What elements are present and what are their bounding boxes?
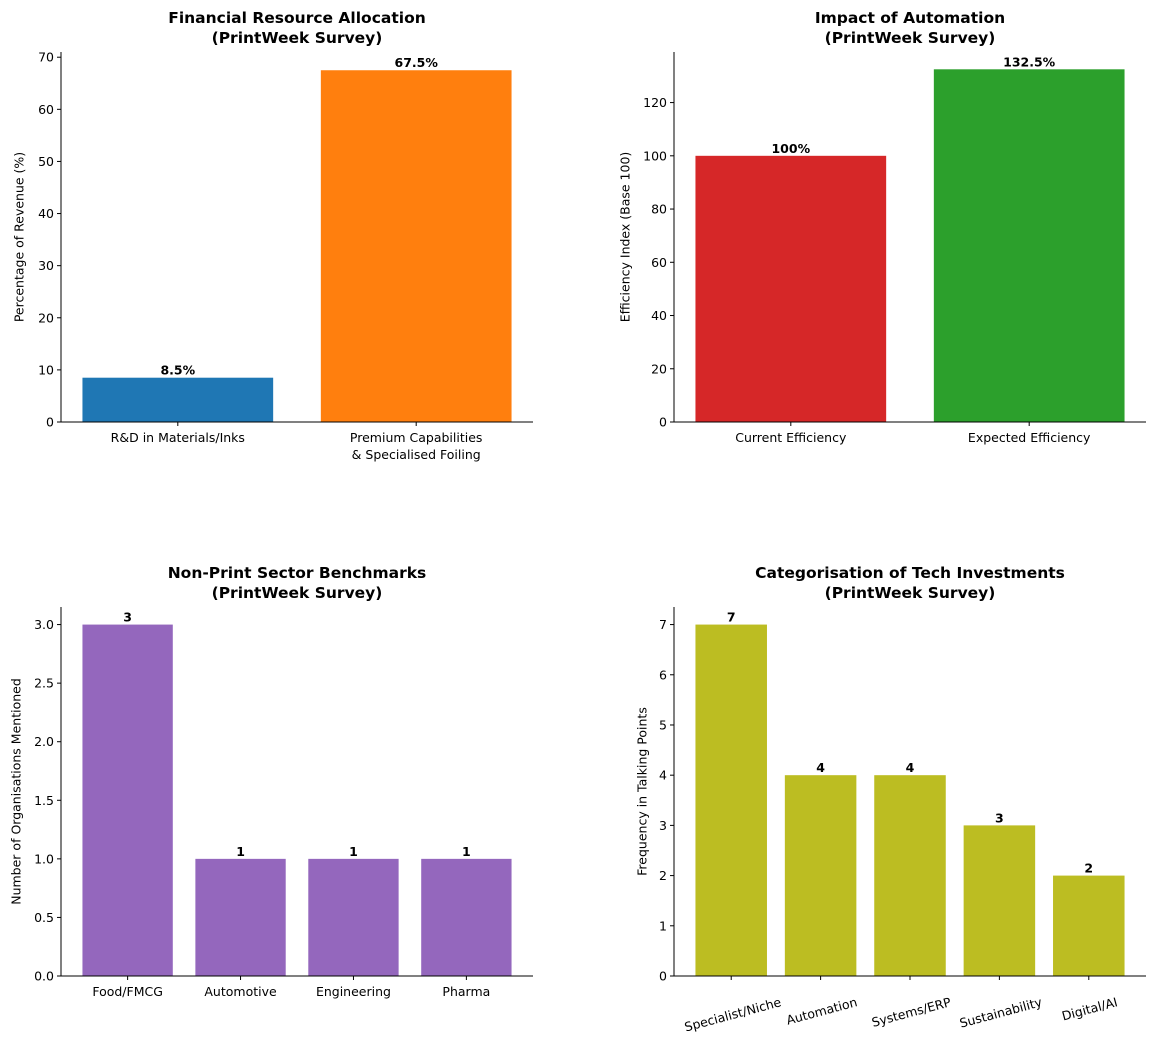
data-label-engineering: 1 <box>349 844 358 859</box>
y-tick-label: 20 <box>38 310 54 325</box>
data-label-automotive: 1 <box>236 844 245 859</box>
bar-pharma <box>421 858 512 976</box>
y-axis-label: Efficiency Index (Base 100) <box>618 152 633 323</box>
y-tick-label: 80 <box>651 202 667 217</box>
data-label-expected-efficiency: 132.5% <box>1003 54 1056 69</box>
x-tick-label: Food/FMCG <box>92 984 163 999</box>
x-tick-label: R&D in Materials/Inks <box>111 430 245 445</box>
y-tick-label: 0.0 <box>34 969 54 984</box>
y-tick-label: 70 <box>38 50 54 65</box>
data-label-specialist-niche: 7 <box>727 610 736 625</box>
chart-title: Financial Resource Allocation (PrintWeek … <box>168 9 426 47</box>
x-tick-label: Expected Efficiency <box>968 430 1091 445</box>
data-label-current-efficiency: 100% <box>771 141 810 156</box>
x-tick-label: Current Efficiency <box>735 430 847 445</box>
bar-automation <box>784 775 857 976</box>
y-tick-label: 3.0 <box>34 617 54 632</box>
x-tick-label: Engineering <box>316 984 391 999</box>
y-tick-label: 50 <box>38 154 54 169</box>
bar-food-fmcg <box>82 624 173 976</box>
chart-title: Impact of Automation (PrintWeek Survey) <box>815 9 1005 47</box>
x-tick-label: Systems/ERP <box>870 994 953 1030</box>
data-label-digital-ai: 2 <box>1084 861 1093 876</box>
bar-premium-capabilities-specialised-foiling <box>320 70 512 422</box>
chart-title: Non-Print Sector Benchmarks (PrintWeek Su… <box>168 564 427 602</box>
y-axis-label: Number of Organisations Mentioned <box>9 678 24 905</box>
chart-financial-resource-allocation: Financial Resource Allocation (PrintWeek … <box>12 9 533 462</box>
y-tick-label: 5 <box>659 717 667 732</box>
y-tick-label: 7 <box>659 617 667 632</box>
x-tick-label: Automation <box>785 994 859 1027</box>
chart-impact-of-automation: Impact of Automation (PrintWeek Survey) 10… <box>618 9 1146 445</box>
y-tick-label: 60 <box>38 102 54 117</box>
x-tick-label: Premium Capabilities & Specialised Foilin… <box>350 430 483 462</box>
y-tick-label: 10 <box>38 362 54 377</box>
bar-systems-erp <box>874 775 946 976</box>
y-axis-label: Frequency in Talking Points <box>635 707 650 876</box>
bar-expected-efficiency <box>933 69 1125 422</box>
chart-non-print-sector-benchmarks: Non-Print Sector Benchmarks (PrintWeek Su… <box>9 564 533 999</box>
bar-specialist-niche <box>695 624 767 976</box>
y-tick-label: 40 <box>38 206 54 221</box>
chart-categorisation-of-tech-investments: Categorisation of Tech Investments (Print… <box>635 564 1146 1035</box>
y-tick-label: 1.0 <box>34 851 54 866</box>
y-tick-label: 60 <box>651 255 667 270</box>
x-tick-label: Pharma <box>442 984 490 999</box>
bar-digital-ai <box>1053 875 1125 976</box>
y-tick-label: 120 <box>643 95 667 110</box>
bar-current-efficiency <box>695 155 887 423</box>
y-tick-label: 40 <box>651 308 667 323</box>
x-tick-label: Specialist/Niche <box>683 994 783 1034</box>
bar-sustainability <box>963 825 1036 976</box>
data-label-r-d-in-materials-inks: 8.5% <box>160 363 195 378</box>
y-tick-label: 0 <box>46 415 54 430</box>
x-tick-label: Digital/AI <box>1060 994 1119 1023</box>
y-tick-label: 0 <box>659 969 667 984</box>
y-tick-label: 6 <box>659 667 667 682</box>
y-tick-label: 1.5 <box>34 793 54 808</box>
y-tick-label: 2.5 <box>34 676 54 691</box>
y-tick-label: 0.5 <box>34 910 54 925</box>
y-tick-label: 2.0 <box>34 734 54 749</box>
data-label-premium-capabilities-specialised-foiling: 67.5% <box>395 55 439 70</box>
data-label-systems-erp: 4 <box>906 760 915 775</box>
y-tick-label: 0 <box>659 415 667 430</box>
data-label-food-fmcg: 3 <box>123 610 132 625</box>
y-tick-label: 20 <box>651 361 667 376</box>
y-tick-label: 4 <box>659 768 667 783</box>
y-tick-label: 2 <box>659 868 667 883</box>
y-tick-label: 100 <box>643 148 667 163</box>
data-label-sustainability: 3 <box>995 810 1004 825</box>
x-tick-label: Sustainability <box>958 994 1044 1031</box>
x-tick-label: Automotive <box>204 984 277 999</box>
chart-title: Categorisation of Tech Investments (Print… <box>755 564 1065 602</box>
bar-r-d-in-materials-inks <box>82 377 274 422</box>
y-axis-label: Percentage of Revenue (%) <box>12 152 27 322</box>
data-label-pharma: 1 <box>462 844 471 859</box>
data-label-automation: 4 <box>816 760 825 775</box>
y-tick-label: 3 <box>659 818 667 833</box>
y-tick-label: 30 <box>38 258 54 273</box>
bar-automotive <box>195 858 286 976</box>
y-tick-label: 1 <box>659 918 667 933</box>
bar-engineering <box>308 858 399 976</box>
